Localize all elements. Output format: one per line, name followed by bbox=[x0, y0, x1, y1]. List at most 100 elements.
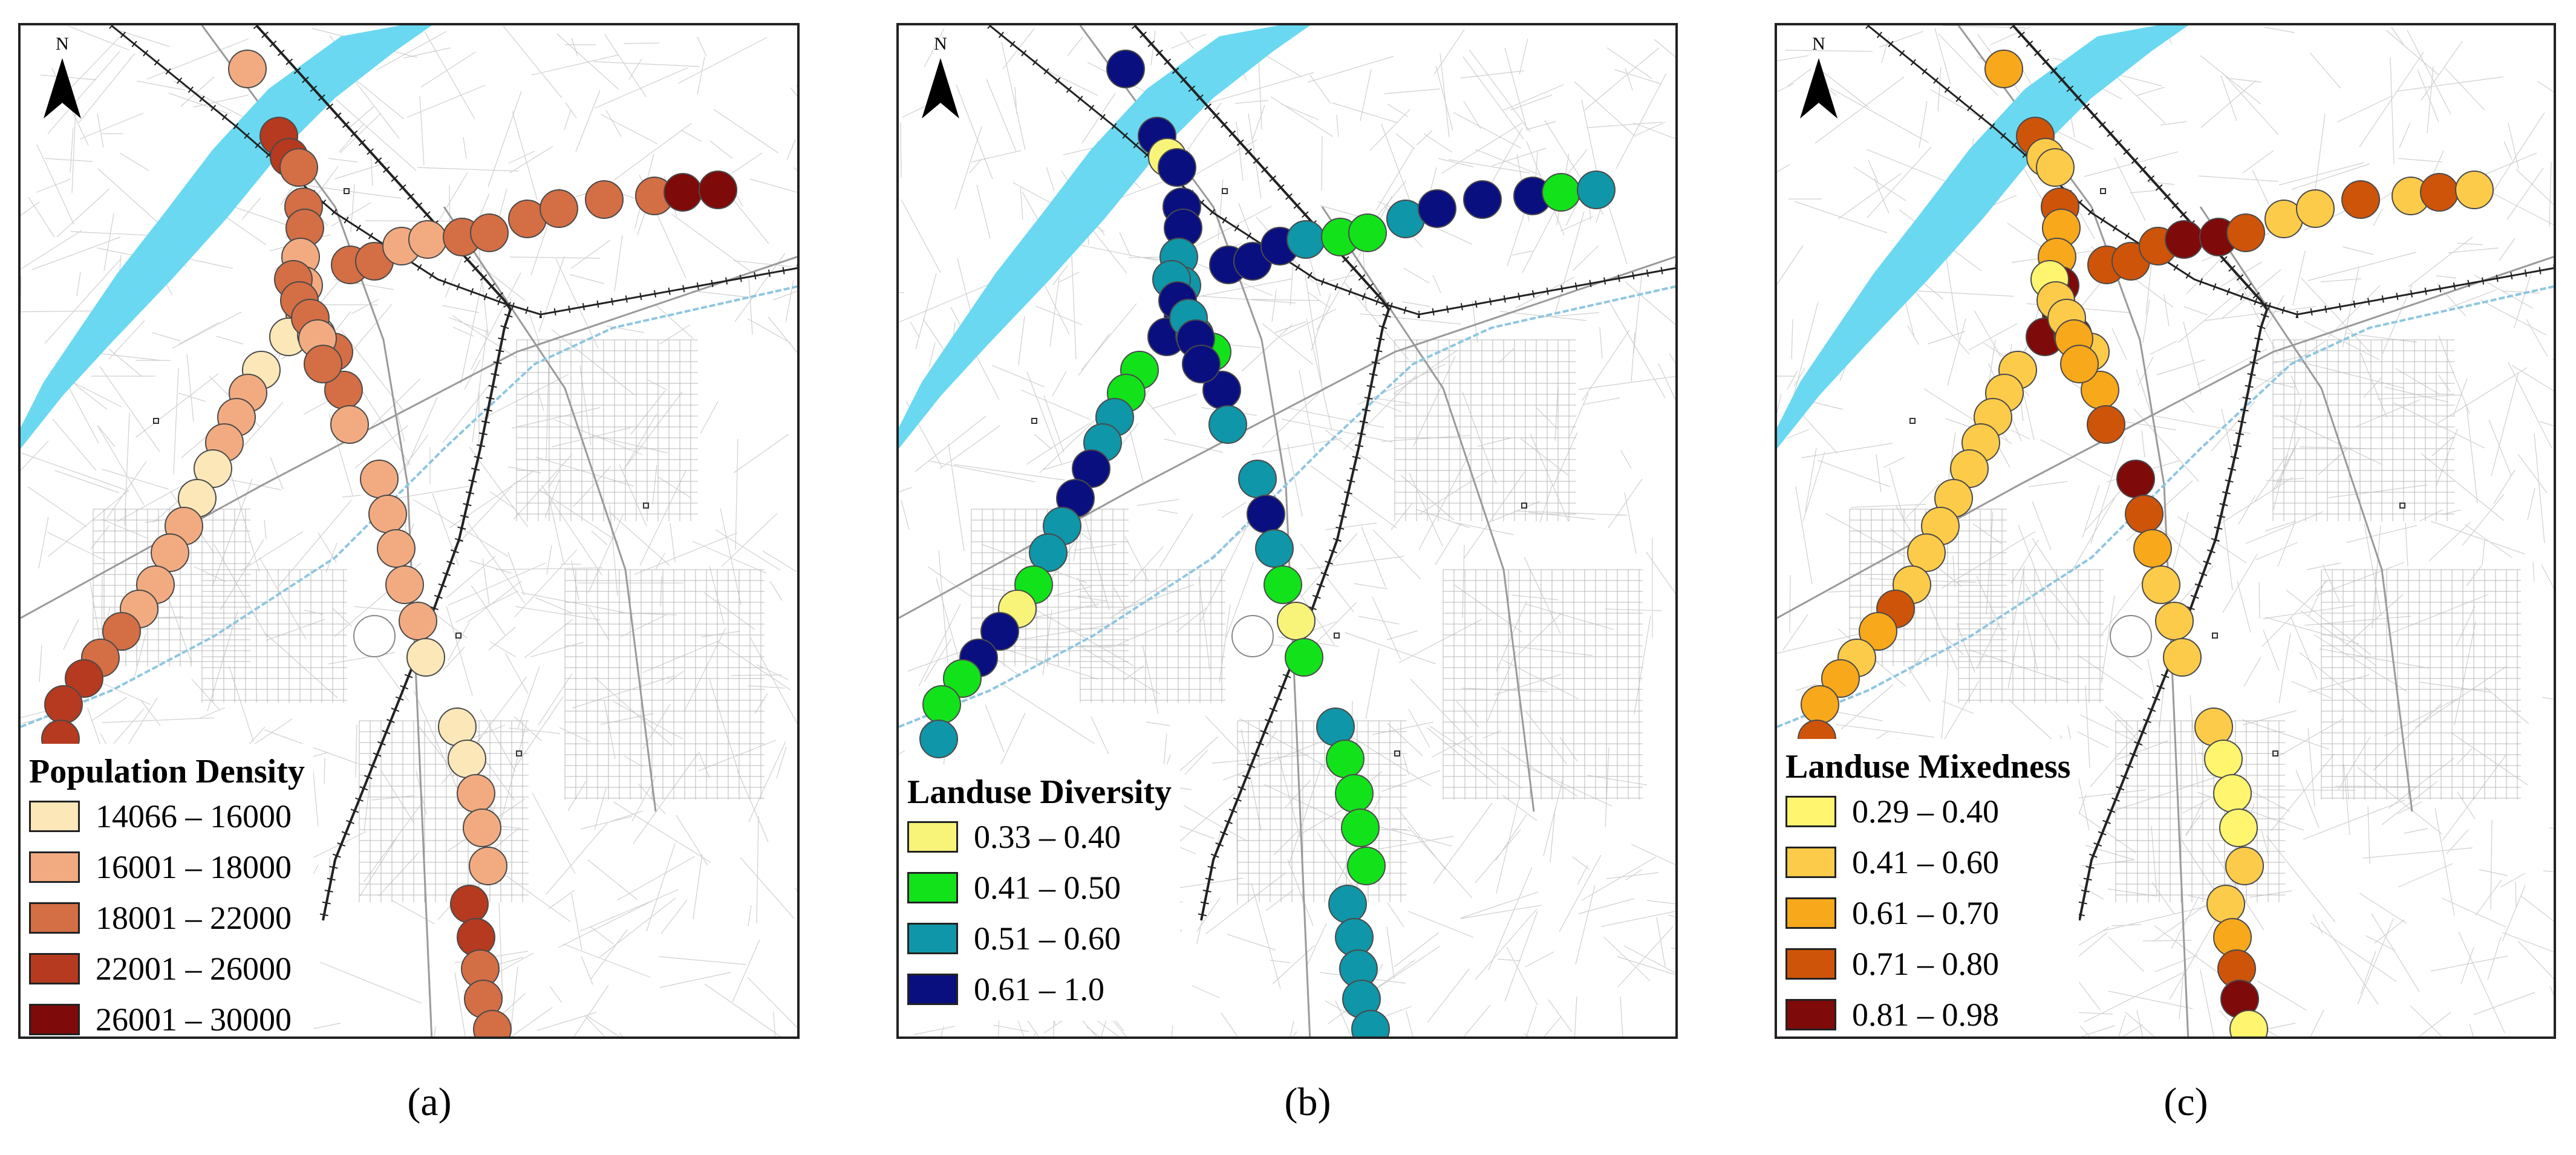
station-marker bbox=[2133, 529, 2172, 568]
station-marker bbox=[463, 808, 501, 847]
station-marker bbox=[2219, 808, 2258, 847]
legend-item: 0.61 – 1.0 bbox=[907, 964, 1172, 1015]
north-arrow: N bbox=[1792, 34, 1846, 143]
station-marker bbox=[2142, 565, 2180, 604]
railway-ties bbox=[987, 25, 1675, 319]
station-marker bbox=[1577, 171, 1616, 209]
legend: Landuse Mixedness 0.29 – 0.40 0.41 – 0.6… bbox=[1777, 739, 2079, 1036]
map-panel-a[interactable]: N Population Density 14066 – 16000 16001… bbox=[18, 23, 800, 1039]
station-marker bbox=[2455, 171, 2494, 209]
station-marker bbox=[2116, 460, 2155, 498]
station-marker bbox=[1326, 740, 1365, 778]
station-marker bbox=[1821, 659, 1860, 698]
north-arrow-icon bbox=[44, 58, 81, 119]
station-marker bbox=[699, 171, 737, 209]
map-marker bbox=[1222, 188, 1228, 194]
legend-swatch bbox=[1785, 999, 1836, 1030]
map-marker bbox=[2212, 633, 2218, 639]
map-marker bbox=[2100, 188, 2106, 194]
station-marker bbox=[469, 847, 507, 885]
legend: Population Density 14066 – 16000 16001 –… bbox=[21, 744, 313, 1038]
station-marker bbox=[1984, 50, 2023, 88]
station-marker bbox=[1106, 50, 1145, 88]
station-marker bbox=[2204, 740, 2243, 778]
station-marker bbox=[919, 720, 958, 758]
station-marker bbox=[228, 50, 267, 88]
station-marker bbox=[2165, 220, 2203, 259]
station-marker bbox=[1418, 189, 1456, 228]
station-marker bbox=[922, 685, 961, 724]
map-marker bbox=[516, 750, 522, 756]
station-marker bbox=[1238, 460, 1277, 498]
station-marker bbox=[1208, 405, 1247, 444]
station-marker bbox=[2125, 495, 2164, 533]
legend-title: Landuse Diversity bbox=[907, 773, 1172, 811]
map-panel-c[interactable]: N Landuse Mixedness 0.29 – 0.40 0.41 – 0… bbox=[1775, 23, 2556, 1039]
legend-label: 0.51 – 0.60 bbox=[974, 920, 1121, 957]
station-marker bbox=[377, 529, 416, 568]
station-marker bbox=[399, 602, 437, 640]
station-marker bbox=[2213, 774, 2252, 813]
station-marker bbox=[1335, 774, 1374, 813]
station-marker bbox=[1351, 1010, 1390, 1036]
caption-a: (a) bbox=[407, 1080, 452, 1124]
legend-label: 0.61 – 0.70 bbox=[1852, 895, 1999, 931]
station-marker bbox=[2036, 148, 2075, 187]
station-marker bbox=[151, 533, 189, 572]
legend-swatch bbox=[29, 851, 80, 883]
legend-label: 0.61 – 1.0 bbox=[974, 971, 1104, 1007]
legend-title: Landuse Mixedness bbox=[1785, 748, 2071, 786]
station-marker bbox=[1158, 148, 1196, 187]
legend-item: 0.51 – 0.60 bbox=[907, 913, 1172, 964]
map-marker bbox=[1031, 418, 1037, 424]
station-marker bbox=[470, 213, 509, 252]
legend-label: 26001 – 30000 bbox=[96, 1001, 292, 1038]
station-marker bbox=[2420, 173, 2459, 212]
legend-swatch bbox=[907, 923, 958, 954]
station-marker bbox=[457, 774, 495, 813]
legend-swatch bbox=[907, 872, 958, 903]
stations bbox=[41, 50, 737, 1036]
station-marker bbox=[102, 612, 141, 651]
legend-swatch bbox=[29, 1004, 80, 1035]
station-marker bbox=[1348, 213, 1387, 252]
north-label: N bbox=[56, 34, 69, 54]
legend-swatch bbox=[1785, 847, 1836, 878]
station-marker bbox=[473, 1010, 512, 1036]
station-marker bbox=[2206, 885, 2245, 923]
legend-swatch bbox=[1785, 897, 1836, 929]
roundabout bbox=[2110, 615, 2152, 657]
station-marker bbox=[540, 189, 578, 228]
legend-item: 0.71 – 0.80 bbox=[1785, 939, 2070, 989]
station-marker bbox=[1247, 495, 1285, 533]
map-marker bbox=[153, 418, 159, 424]
station-marker bbox=[448, 740, 486, 778]
map-marker bbox=[643, 503, 649, 509]
stations bbox=[919, 50, 1616, 1036]
station-marker bbox=[2060, 345, 2099, 383]
station-marker bbox=[2226, 213, 2265, 252]
legend-swatch bbox=[29, 801, 80, 832]
station-marker bbox=[980, 612, 1019, 651]
station-marker bbox=[2155, 602, 2194, 640]
map-marker bbox=[1394, 750, 1400, 756]
station-marker bbox=[44, 685, 83, 724]
station-marker bbox=[1542, 173, 1580, 212]
station-marker bbox=[1029, 533, 1068, 572]
legend-item: 0.29 – 0.40 bbox=[1785, 786, 2070, 837]
station-marker bbox=[2163, 638, 2202, 677]
station-marker bbox=[1463, 180, 1502, 219]
railway-ties bbox=[1131, 25, 1394, 922]
station-marker bbox=[1347, 847, 1386, 885]
legend-swatch bbox=[29, 953, 80, 984]
caption-b: (b) bbox=[1284, 1080, 1331, 1124]
legend-item: 0.41 – 0.50 bbox=[907, 862, 1172, 913]
station-marker bbox=[664, 173, 702, 212]
legend-label: 14066 – 16000 bbox=[96, 798, 292, 835]
north-arrow: N bbox=[35, 34, 90, 143]
legend-label: 0.71 – 0.80 bbox=[1852, 946, 1999, 982]
legend: Landuse Diversity 0.33 – 0.40 0.41 – 0.5… bbox=[899, 764, 1181, 1021]
railway-ties bbox=[253, 25, 515, 922]
legend-swatch bbox=[1785, 948, 1836, 980]
map-panel-b[interactable]: N Landuse Diversity 0.33 – 0.40 0.41 – 0… bbox=[896, 23, 1678, 1039]
